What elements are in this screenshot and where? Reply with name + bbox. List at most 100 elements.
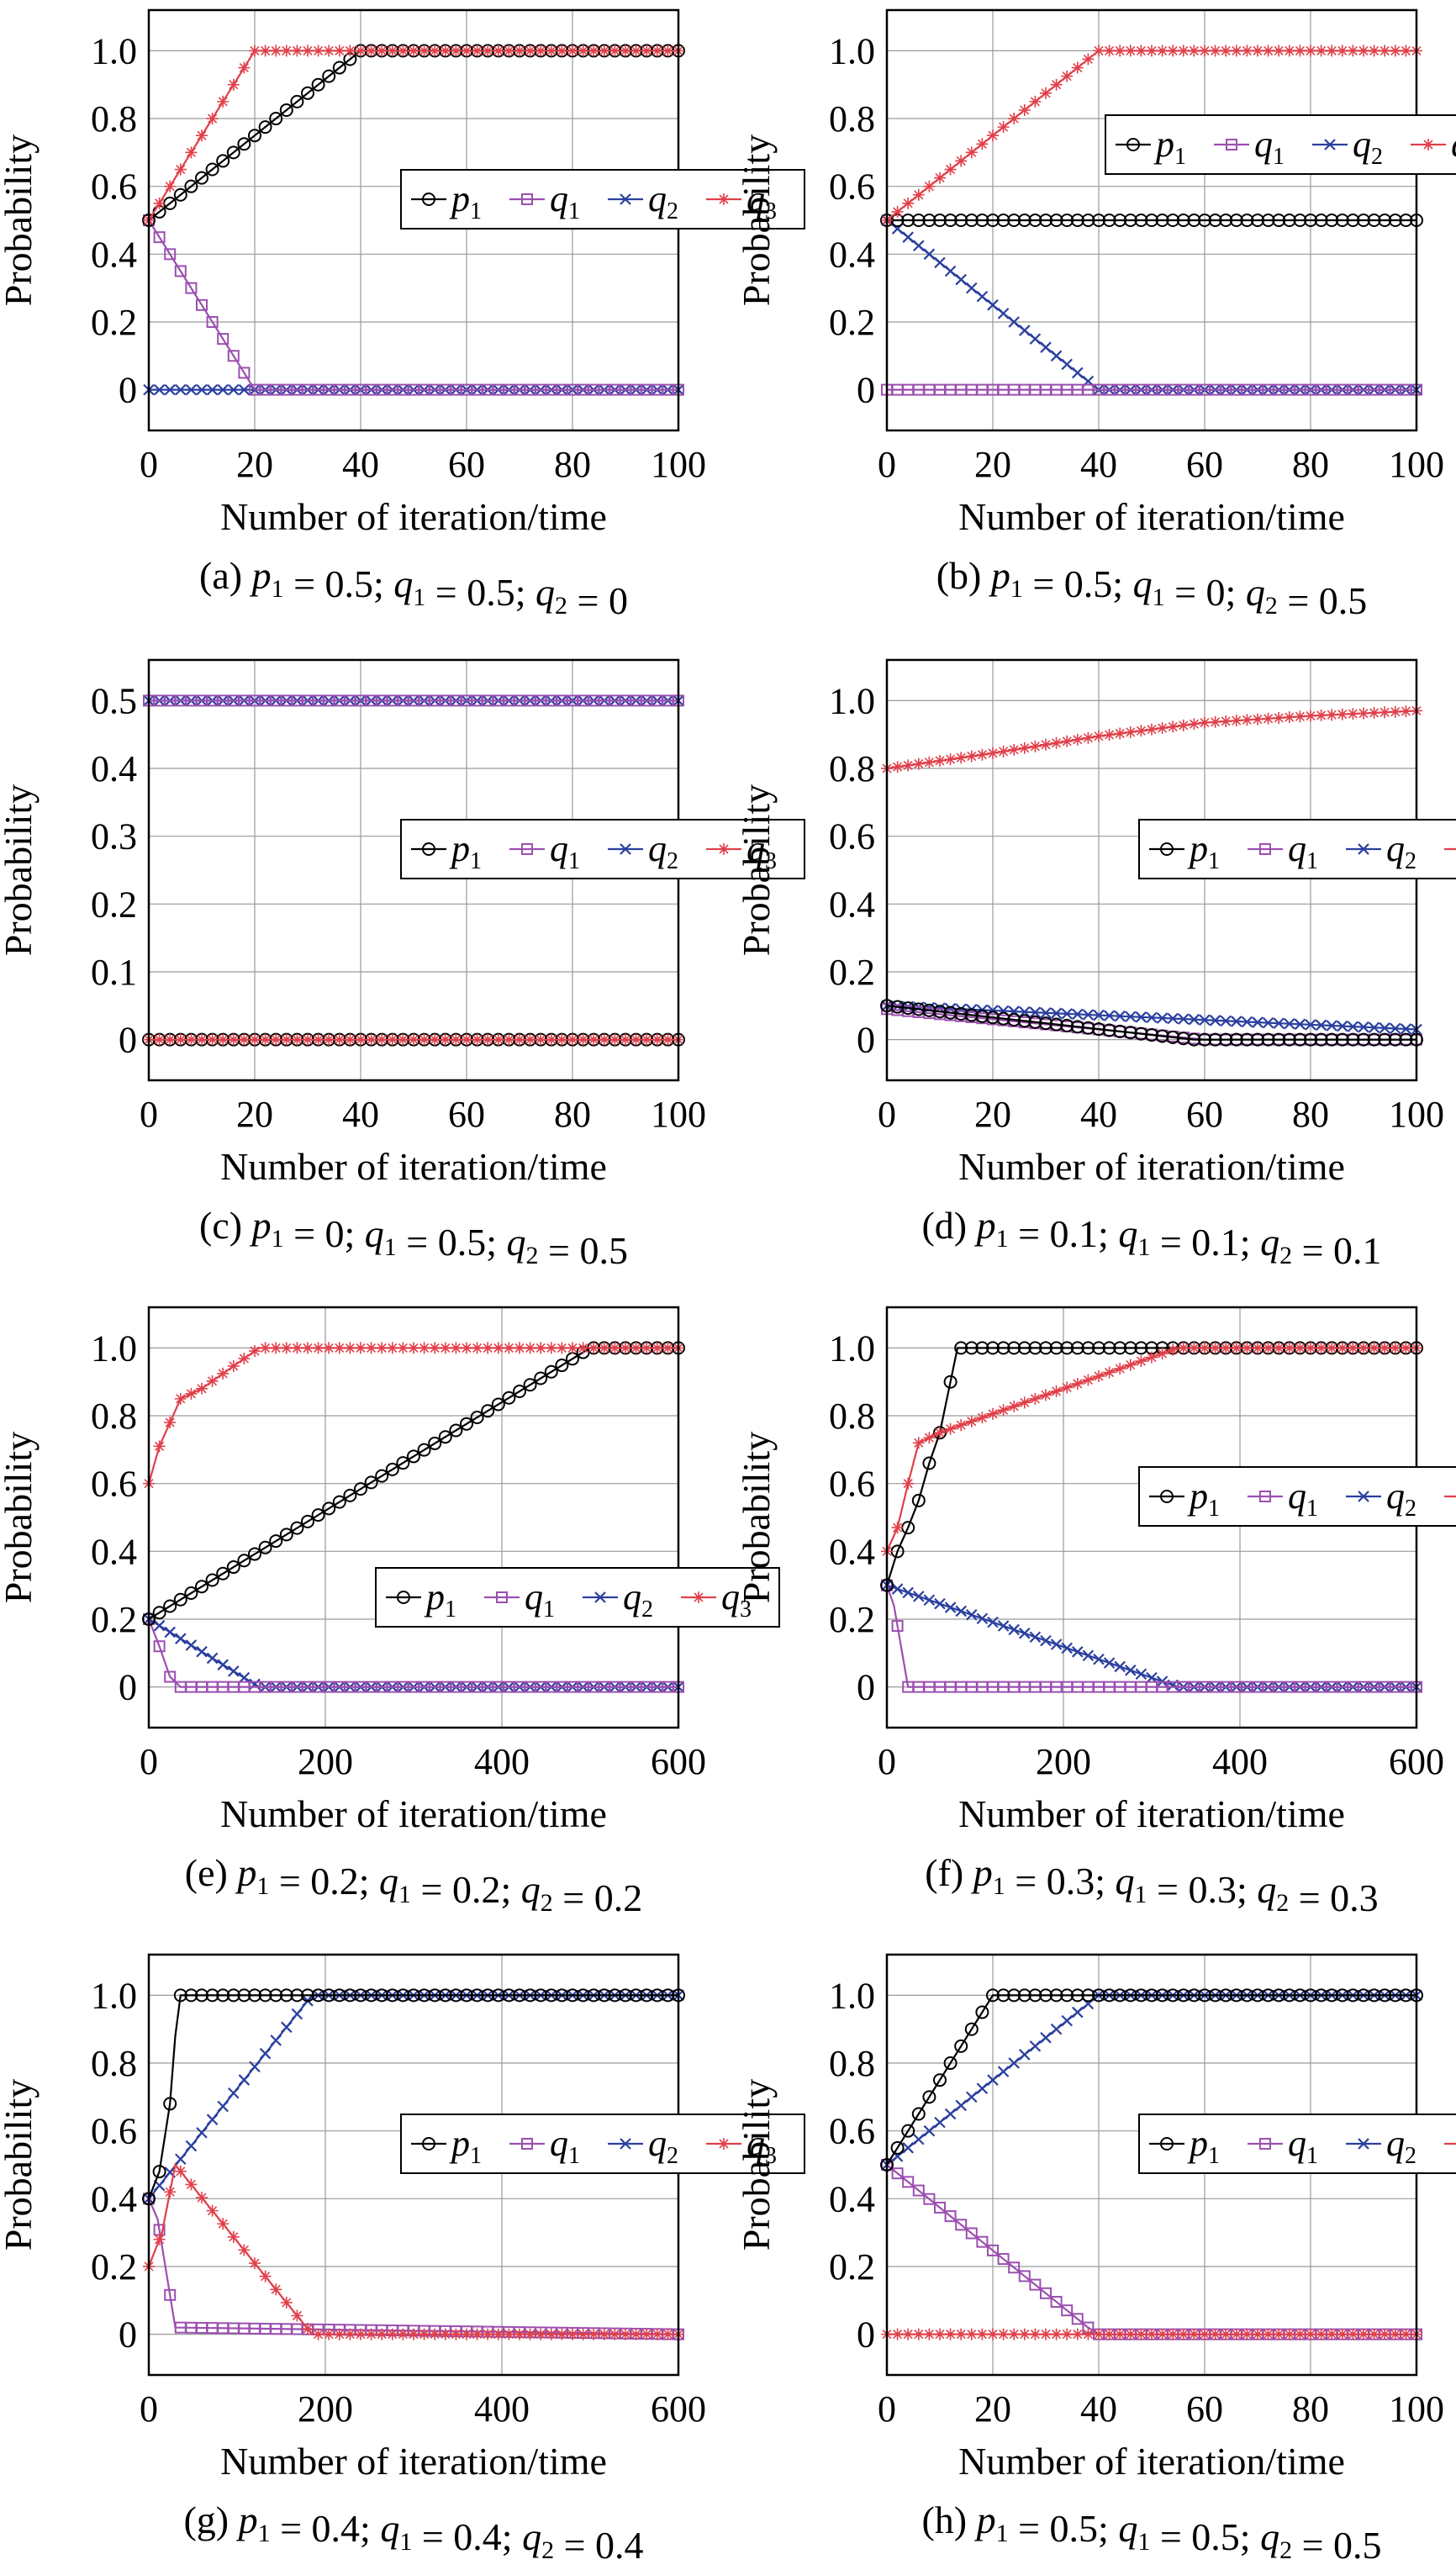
x-tick-label: 100 (1389, 444, 1444, 485)
marker-cross (1379, 1022, 1390, 1034)
marker-star (556, 45, 568, 57)
marker-star (312, 1033, 324, 1046)
marker-star (429, 1033, 441, 1046)
marker-star (1389, 705, 1401, 718)
marker-circle (184, 179, 198, 193)
marker-square (174, 265, 187, 277)
y-tick-label: 0.4 (829, 884, 875, 925)
marker-circle (1198, 1032, 1211, 1047)
legend-box (1105, 114, 1456, 175)
marker-cross (1072, 1008, 1084, 1021)
marker-star (535, 1342, 547, 1354)
marker-star (1368, 45, 1380, 57)
marker-star (1135, 2328, 1147, 2340)
panel-caption: (d) p1 = 0.1; q1 = 0.1; q2 = 0.1 (921, 1204, 1381, 1272)
marker-star (588, 45, 600, 57)
marker-circle (216, 154, 230, 168)
marker-star (1093, 2328, 1105, 2340)
legend-label-q2: q2 (648, 178, 678, 224)
marker-cross (1019, 2049, 1031, 2061)
chart-panel-g: 0 200 400 600 0 0.2 0.4 0.6 0.8 1.0 Number of iter… (0, 1953, 805, 2567)
x-tick-label: 80 (1292, 2388, 1329, 2430)
marker-circle (332, 1495, 346, 1509)
marker-circle (195, 1580, 208, 1594)
y-tick-label: 0 (857, 1020, 875, 1061)
marker-star (439, 1342, 451, 1354)
marker-star (1050, 2328, 1063, 2340)
x-tick-label: 20 (974, 1094, 1011, 1135)
marker-cross (1029, 2040, 1042, 2052)
marker-star (439, 1033, 451, 1046)
marker-circle (205, 1988, 219, 2003)
marker-star (1358, 2328, 1369, 2340)
marker-cross (1082, 1009, 1095, 1021)
marker-star (891, 205, 904, 218)
marker-square (934, 2201, 946, 2214)
legend-label-q1: q1 (550, 178, 580, 224)
marker-circle (1261, 1032, 1275, 1047)
marker-circle (290, 1988, 304, 2003)
marker-circle (911, 2107, 926, 2121)
marker-star (408, 1033, 419, 1046)
marker-star (535, 45, 547, 57)
marker-star (1379, 45, 1391, 57)
marker-star (1252, 2328, 1263, 2340)
marker-circle (922, 1003, 936, 1017)
marker-cross (944, 1602, 957, 1613)
y-axis-label: Probability (0, 135, 40, 306)
marker-circle (173, 1988, 187, 2003)
marker-star (333, 1033, 346, 1046)
marker-cross (934, 256, 946, 269)
marker-star (1188, 1342, 1200, 1354)
marker-star (1093, 1369, 1105, 1382)
marker-circle (322, 1988, 336, 2003)
marker-circle (1304, 214, 1317, 227)
marker-cross (966, 282, 978, 294)
marker-circle (502, 1988, 516, 2003)
marker-star (891, 761, 904, 773)
chart-panel-f: 0 200 400 600 0 0.2 0.4 0.6 0.8 1.0 Number of iter… (735, 1306, 1456, 1919)
marker-star (259, 1033, 272, 1046)
marker-star (1326, 1342, 1338, 1354)
marker-circle (1092, 1022, 1105, 1037)
marker-star (333, 1342, 346, 1354)
legend-box (1138, 819, 1456, 879)
marker-star (609, 2328, 621, 2340)
marker-circle (1081, 1341, 1095, 1355)
marker-circle (975, 2005, 989, 2019)
marker-star (1315, 45, 1327, 57)
marker-star (376, 2328, 388, 2340)
marker-star (1199, 2328, 1211, 2340)
marker-cross (1029, 333, 1042, 345)
legend-label-q2: q2 (623, 1576, 653, 1623)
marker-cross (620, 2138, 631, 2150)
chart-panel-h: 0 20 40 60 80 100 0 0.2 0.4 0.6 0.8 1.0 Number of it… (735, 1953, 1456, 2567)
marker-star (588, 1033, 600, 1046)
marker-star (1018, 1396, 1031, 1409)
marker-circle (1102, 1988, 1116, 2003)
marker-star (1156, 1348, 1168, 1360)
marker-star (1379, 1342, 1391, 1354)
marker-square (1029, 2278, 1042, 2291)
marker-star (934, 2328, 946, 2340)
marker-star (429, 45, 441, 57)
marker-star (1156, 45, 1168, 57)
marker-circle (258, 1988, 272, 2003)
marker-star (1209, 715, 1221, 728)
marker-star (1241, 2328, 1253, 2340)
marker-star (164, 1417, 177, 1429)
marker-star (1283, 2328, 1295, 2340)
marker-circle (1367, 1032, 1381, 1047)
marker-cross (153, 383, 166, 396)
marker-circle (152, 1606, 166, 1620)
marker-star (1008, 743, 1021, 756)
marker-cross (976, 1612, 989, 1625)
marker-circle (1007, 1988, 1021, 2003)
marker-star (1071, 1377, 1084, 1390)
marker-star (1018, 741, 1031, 754)
marker-star (1071, 733, 1084, 746)
marker-circle (1378, 214, 1392, 227)
legend-label-q2: q2 (1386, 828, 1416, 874)
marker-circle (1017, 1341, 1031, 1355)
marker-square (521, 2138, 533, 2150)
